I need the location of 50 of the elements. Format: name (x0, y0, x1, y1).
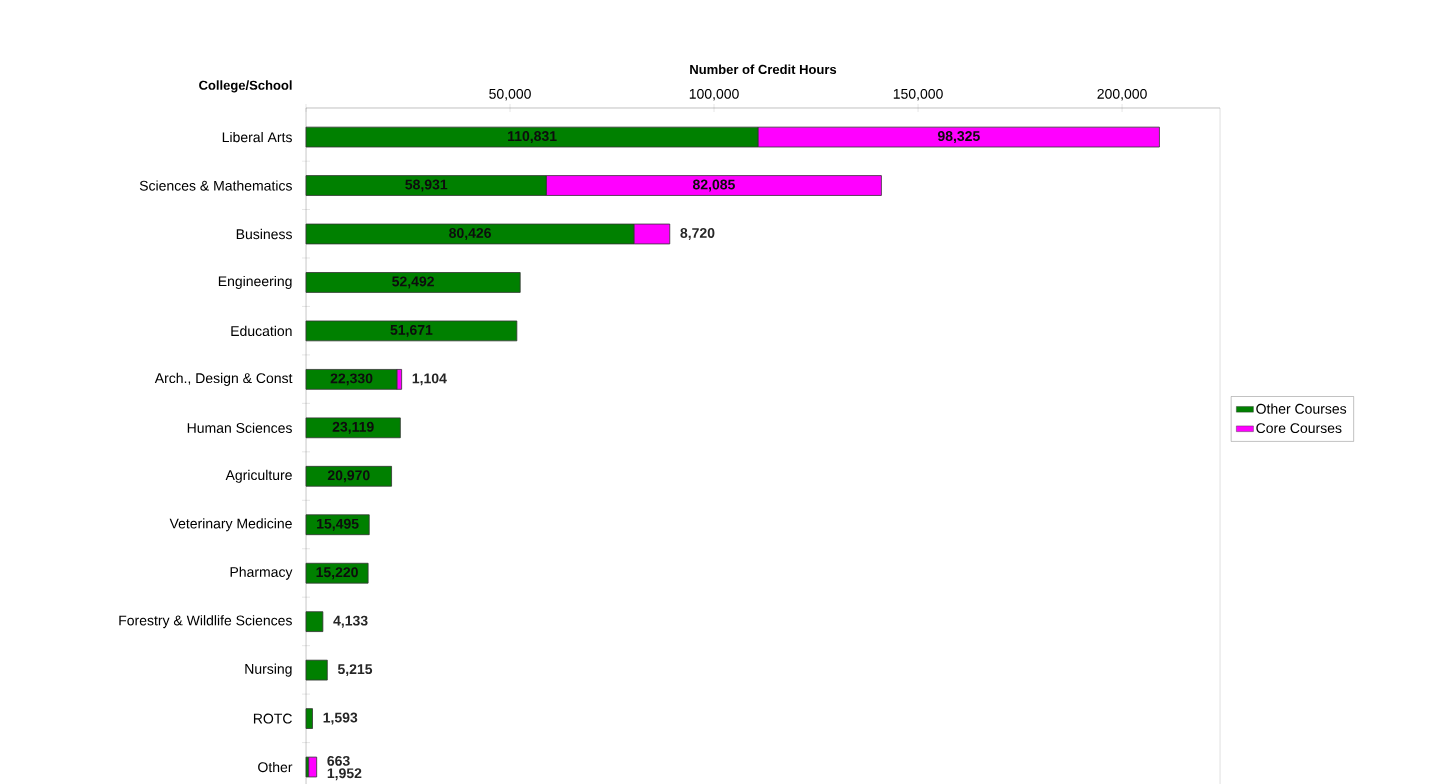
y-tick-label: Agriculture (225, 469, 292, 483)
bar (308, 756, 318, 778)
y-tick-label: Forestry & Wildlife Sciences (119, 615, 292, 629)
data-label: 82,085 (692, 179, 735, 192)
data-label: 110,831 (508, 131, 557, 144)
x-tick-label: 50,000 (489, 88, 531, 101)
x-tick-label: 100,000 (689, 88, 739, 101)
y-tick-label: Pharmacy (230, 566, 293, 580)
x-tick-label: 200,000 (1097, 88, 1147, 101)
y-tick-label: Engineering (218, 275, 292, 289)
data-label: 58,931 (405, 179, 448, 192)
data-label: 15,220 (316, 567, 358, 580)
data-label: 51,671 (390, 324, 433, 337)
y-tick-label: Business (236, 228, 292, 240)
bar (305, 659, 328, 681)
bar (305, 417, 401, 439)
y-tick-label: Veterinary Medicine (169, 518, 292, 532)
x-axis-title: Number of Credit Hours (690, 64, 837, 75)
y-tick-label: Other (258, 761, 293, 773)
data-label: 8,720 (680, 228, 715, 240)
data-label: 20,970 (327, 470, 370, 483)
data-label: 52,492 (392, 276, 434, 289)
data-label: 5,215 (337, 664, 373, 677)
bar (305, 369, 398, 390)
bar (305, 320, 518, 342)
y-tick-label: ROTC (253, 713, 292, 724)
y-tick-label: Nursing (245, 663, 292, 677)
bar (305, 611, 324, 632)
y-tick-label: Sciences & Mathematics (139, 180, 292, 191)
bar (305, 465, 392, 487)
y-tick-label: Human Sciences (187, 422, 292, 433)
data-label: 15,495 (317, 518, 359, 531)
data-label: 22,330 (330, 373, 373, 386)
y-tick-label: Arch., Design & Const (154, 372, 293, 386)
y-axis-title: College/School (199, 80, 292, 93)
bar (305, 272, 521, 293)
data-label: 80,426 (449, 228, 491, 240)
data-label: 663 (327, 755, 350, 766)
x-tick-label: 150,000 (893, 88, 943, 101)
data-label: 1,593 (323, 712, 358, 725)
data-label: 1,104 (412, 373, 447, 386)
legend-label: Core Courses (1256, 423, 1342, 434)
legend-label: Other Courses (1256, 403, 1347, 414)
y-tick-label: Liberal Arts (222, 131, 292, 143)
data-label: 23,119 (332, 421, 374, 434)
bar (305, 708, 313, 729)
data-label: 1,952 (327, 768, 362, 781)
y-tick-label: Education (231, 325, 292, 337)
data-label: 4,133 (333, 615, 368, 628)
data-label: 98,325 (937, 131, 980, 144)
